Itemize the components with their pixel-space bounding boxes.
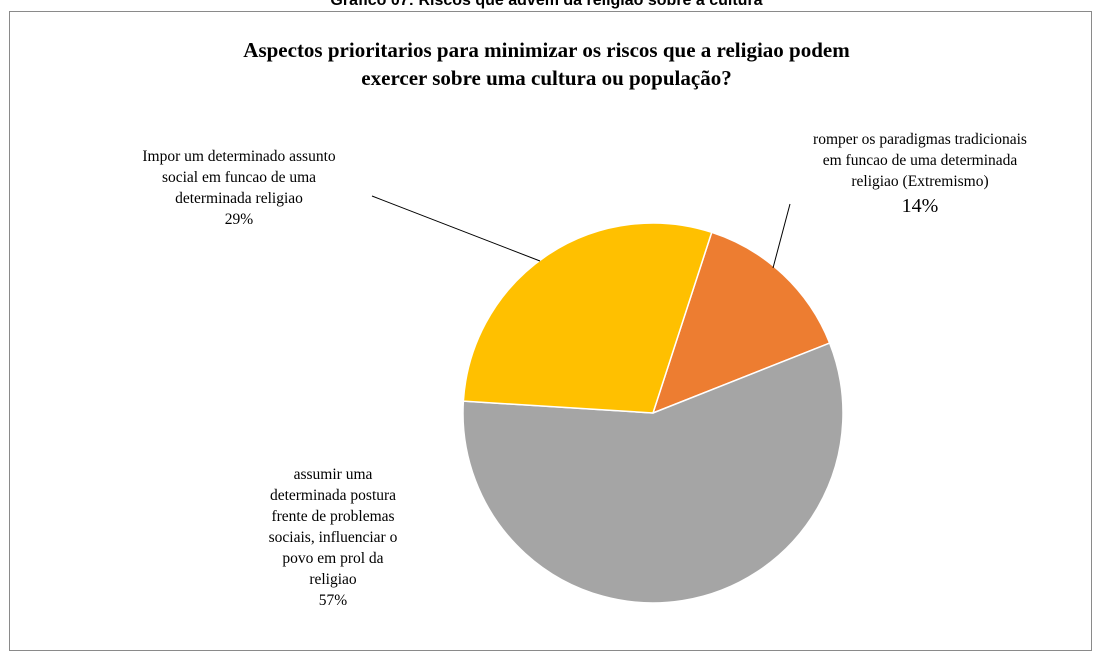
chart-title-line-1: Aspectos prioritarios para minimizar os … (243, 38, 850, 62)
pie-chart (371, 195, 844, 604)
slice-label-impor-line-2: social em funcao de uma (161, 169, 317, 186)
slice-label-romper-line-1: romper os paradigmas tradicionais (813, 131, 1027, 148)
leader-line-romper (772, 203, 791, 269)
leader-line-impor (371, 195, 541, 262)
pie-slice-assumir (462, 342, 844, 604)
pie-slices (462, 222, 844, 604)
chart-title-line-2: exercer sobre uma cultura ou população? (361, 66, 732, 90)
slice-label-romper-line-2: em funcao de uma determinada (822, 152, 1018, 169)
slice-label-romper-line-3: religiao (Extremismo) (851, 173, 989, 190)
slice-label-assumir-line-5: povo em prol da (282, 550, 384, 567)
figure-caption: Gráfico 07: Riscos que advém da religião… (330, 0, 763, 9)
pie-slice-impor (462, 222, 713, 414)
slice-label-impor: Impor um determinado assunto social em f… (104, 146, 374, 230)
slice-label-assumir-line-6: religiao (309, 571, 357, 588)
slice-label-assumir-line-1: assumir uma (293, 466, 373, 483)
slice-percent-impor: 29% (224, 211, 254, 228)
chart-title: Aspectos prioritarios para minimizar os … (0, 36, 1093, 92)
slice-percent-romper: 14% (901, 195, 939, 217)
slice-label-assumir-line-3: frente de problemas (271, 508, 395, 525)
slice-label-impor-line-3: determinada religiao (175, 190, 303, 207)
slice-label-assumir-line-2: determinada postura (269, 487, 397, 504)
slice-label-assumir-line-4: sociais, influenciar o (268, 529, 398, 546)
slice-label-romper: romper os paradigmas tradicionais em fun… (775, 129, 1065, 220)
slice-percent-assumir: 57% (318, 592, 348, 609)
slice-label-assumir: assumir uma determinada postura frente d… (233, 464, 433, 611)
slice-label-impor-line-1: Impor um determinado assunto (142, 148, 336, 165)
